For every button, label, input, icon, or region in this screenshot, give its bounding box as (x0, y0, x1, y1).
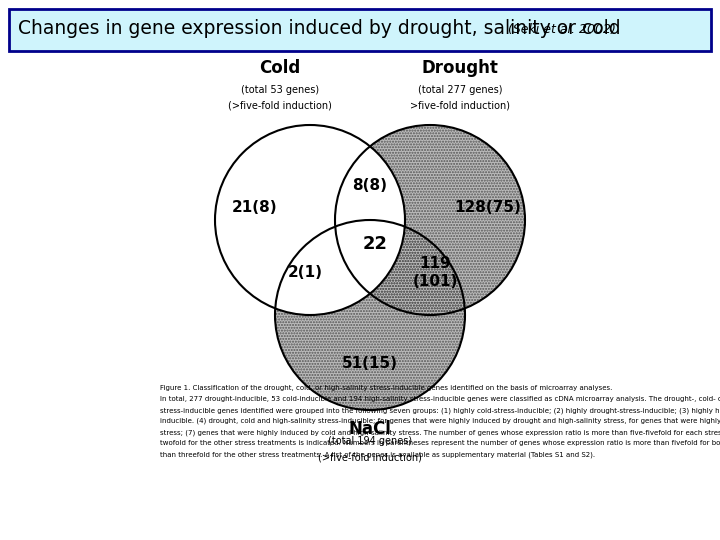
Text: (total 194 genes): (total 194 genes) (328, 436, 412, 446)
Text: stress-inducible genes identified were grouped into the following seven groups: : stress-inducible genes identified were g… (160, 407, 720, 414)
Text: Cold: Cold (259, 59, 301, 77)
Text: 21(8): 21(8) (232, 200, 278, 215)
Text: 51(15): 51(15) (342, 355, 398, 370)
Text: stress; (7) genes that were highly induced by cold and high-salinity stress. The: stress; (7) genes that were highly induc… (160, 429, 720, 435)
Text: 8(8): 8(8) (353, 178, 387, 192)
Text: Drought: Drought (422, 59, 498, 77)
Text: inducible. (4) drought, cold and high-salinity stress-inducible; for genes that : inducible. (4) drought, cold and high-sa… (160, 418, 720, 424)
Text: 2(1): 2(1) (287, 265, 323, 280)
Text: (total 53 genes): (total 53 genes) (241, 85, 319, 95)
Text: twofold for the other stress treatments is indicated. Numbers in parentheses rep: twofold for the other stress treatments … (160, 440, 720, 446)
Text: (>five-fold induction): (>five-fold induction) (228, 101, 332, 111)
Text: 119
(101): 119 (101) (413, 256, 458, 289)
Circle shape (335, 125, 525, 315)
Circle shape (275, 220, 465, 410)
Text: than threefold for the other stress treatments. A list of the genes is available: than threefold for the other stress trea… (160, 451, 595, 457)
Text: NaCl: NaCl (348, 420, 392, 438)
Text: Figure 1. Classification of the drought, cold, or high-salinity stress-inducible: Figure 1. Classification of the drought,… (160, 385, 613, 391)
Text: 128(75): 128(75) (454, 200, 521, 215)
Text: (Seki et al. 2002): (Seki et al. 2002) (508, 23, 616, 36)
Text: 22: 22 (362, 235, 387, 253)
Text: (>five-fold induction): (>five-fold induction) (318, 452, 422, 462)
Text: Changes in gene expression induced by drought, salinity or cold: Changes in gene expression induced by dr… (18, 19, 626, 38)
Text: In total, 277 drought-inducible, 53 cold-inducible and 194 high-salinity stress-: In total, 277 drought-inducible, 53 cold… (160, 396, 720, 402)
Text: (total 277 genes): (total 277 genes) (418, 85, 503, 95)
Circle shape (215, 125, 405, 315)
FancyBboxPatch shape (9, 9, 711, 51)
Text: >five-fold induction): >five-fold induction) (410, 101, 510, 111)
